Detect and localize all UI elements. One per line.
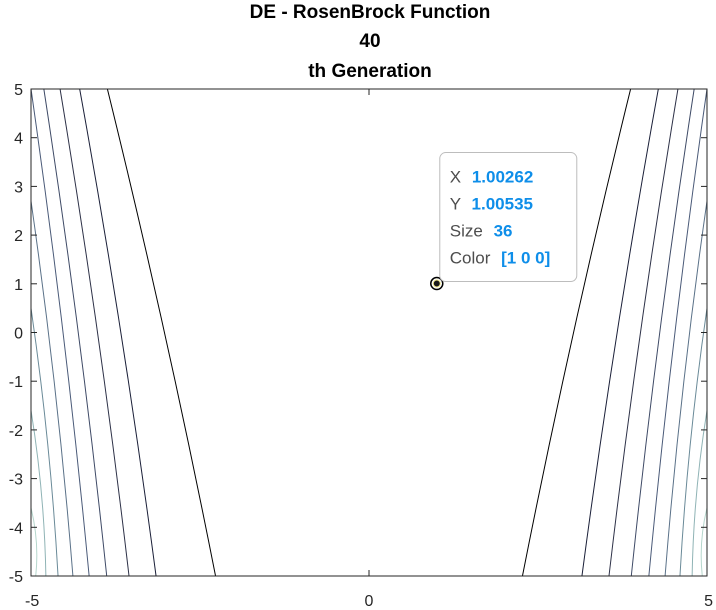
contour-line-left-5: [30, 200, 74, 577]
contour-line-left-7: [30, 410, 47, 577]
scatter-point[interactable]: [432, 279, 441, 288]
contour-line-right-16: [691, 410, 708, 577]
y-tick-label--1: -1: [9, 374, 23, 391]
contour-line-right-10: [581, 88, 659, 577]
datatip-box: [439, 152, 578, 283]
y-tick-label-1: 1: [14, 277, 23, 294]
contour-line-right-11: [608, 88, 679, 577]
axes-box: [30, 88, 708, 577]
contour-line-left-6: [30, 308, 59, 577]
contour-line-left-4: [30, 88, 90, 577]
contour-line-left-2: [59, 88, 130, 577]
datatip-size-value: 36: [494, 222, 513, 241]
y-tick-label--5: -5: [9, 569, 23, 586]
datatip-size-label: Size: [450, 222, 483, 241]
contour-line-right-15: [679, 308, 708, 577]
contour-line-right-14: [664, 200, 708, 577]
scatter-marker[interactable]: [430, 276, 444, 291]
x-tick-label--5: -5: [25, 593, 39, 610]
datatip-x-value: 1.00262: [472, 168, 533, 187]
chart-title-line-2: 40: [359, 31, 381, 52]
datatip-size-row: Size 36: [450, 222, 513, 241]
contour-line-left-3: [43, 88, 108, 577]
axis-ticks: [30, 88, 708, 577]
y-tick-label-4: 4: [14, 131, 23, 148]
datatip-color-value: [1 0 0]: [501, 249, 550, 268]
datatip-y-row: Y 1.00535: [450, 195, 533, 214]
contour-line-right-9: [521, 88, 632, 577]
x-tick-label-0: 0: [365, 593, 374, 610]
y-tick-label-0: 0: [14, 326, 23, 343]
contour-line-right-13: [648, 88, 708, 577]
datatip-y-label: Y: [450, 195, 461, 214]
contour-curves: [30, 88, 708, 577]
chart-title-line-3: th Generation: [308, 61, 432, 82]
y-tick-label--4: -4: [9, 520, 23, 537]
chart-title-line-1: DE - RosenBrock Function: [249, 2, 491, 23]
contour-line-left-1: [79, 88, 157, 577]
y-tick-label-5: 5: [14, 82, 23, 99]
x-tick-label-5: 5: [704, 593, 713, 610]
datatip-color-label: Color: [450, 249, 491, 268]
y-tick-label--2: -2: [9, 423, 23, 440]
datatip[interactable]: X 1.00262 Y 1.00535 Size 36 Color [1 0 0…: [439, 152, 578, 283]
y-tick-label-2: 2: [14, 228, 23, 245]
datatip-y-value: 1.00535: [472, 195, 533, 214]
axis-tick-labels: 5 4 3 2 1 0 -1 -2 -3 -4 -5-5 0 5: [9, 82, 713, 610]
contour-line-right-17: [700, 507, 708, 577]
contour-line-left-8: [30, 507, 38, 577]
datatip-x-row: X 1.00262: [450, 168, 534, 187]
datatip-x-label: X: [450, 168, 461, 187]
contour-line-left-0: [106, 88, 217, 577]
datatip-color-row: Color [1 0 0]: [450, 249, 551, 268]
contour-line-right-12: [630, 88, 695, 577]
y-tick-label--3: -3: [9, 472, 23, 489]
y-tick-label-3: 3: [14, 179, 23, 196]
